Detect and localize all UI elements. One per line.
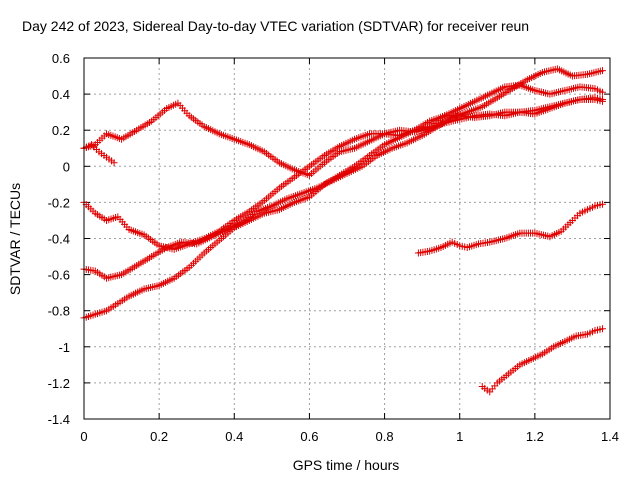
data-point xyxy=(598,96,606,104)
data-point xyxy=(598,325,606,333)
series-track-f xyxy=(414,200,606,257)
y-tick-label: 0.6 xyxy=(52,51,70,66)
series-track-g xyxy=(478,325,606,396)
axis-ticks: 0 0.2 0.4 0.6 0.8 1 1.2 1.4 -1.4 -1.2 -1 -0.8 -0.6 -0… xyxy=(48,51,619,444)
data-point xyxy=(598,88,606,96)
y-tick-label: -0.2 xyxy=(48,195,70,210)
y-tick-label: 0.4 xyxy=(52,87,70,102)
data-point xyxy=(110,159,118,167)
y-axis-label: SDTVAR / TECUs xyxy=(7,183,23,295)
series-track-e xyxy=(80,94,606,322)
data-point xyxy=(598,200,606,208)
data-point xyxy=(598,67,606,75)
y-tick-label: -0.4 xyxy=(48,232,70,247)
x-tick-label: 1.2 xyxy=(526,429,544,444)
chart-title: Day 242 of 2023, Sidereal Day-to-day VTE… xyxy=(22,18,529,34)
y-tick-label: 0.2 xyxy=(52,123,70,138)
series-track-d xyxy=(80,65,606,282)
y-tick-label: 0 xyxy=(63,159,70,174)
x-tick-label: 1.4 xyxy=(601,429,619,444)
x-tick-label: 0.2 xyxy=(150,429,168,444)
y-tick-label: -1.2 xyxy=(48,376,70,391)
x-tick-label: 0 xyxy=(80,429,87,444)
x-axis-label: GPS time / hours xyxy=(293,457,400,473)
y-tick-label: -1 xyxy=(58,340,70,355)
plot-frame xyxy=(83,57,611,420)
x-tick-label: 0.6 xyxy=(300,429,318,444)
x-tick-label: 1 xyxy=(456,429,463,444)
series-track-c xyxy=(80,81,606,253)
y-tick-label: -1.4 xyxy=(48,412,70,427)
data-points xyxy=(80,65,606,396)
y-tick-label: -0.6 xyxy=(48,268,70,283)
y-tick-label: -0.8 xyxy=(48,304,70,319)
x-tick-label: 0.8 xyxy=(376,429,394,444)
x-tick-label: 0.4 xyxy=(225,429,243,444)
